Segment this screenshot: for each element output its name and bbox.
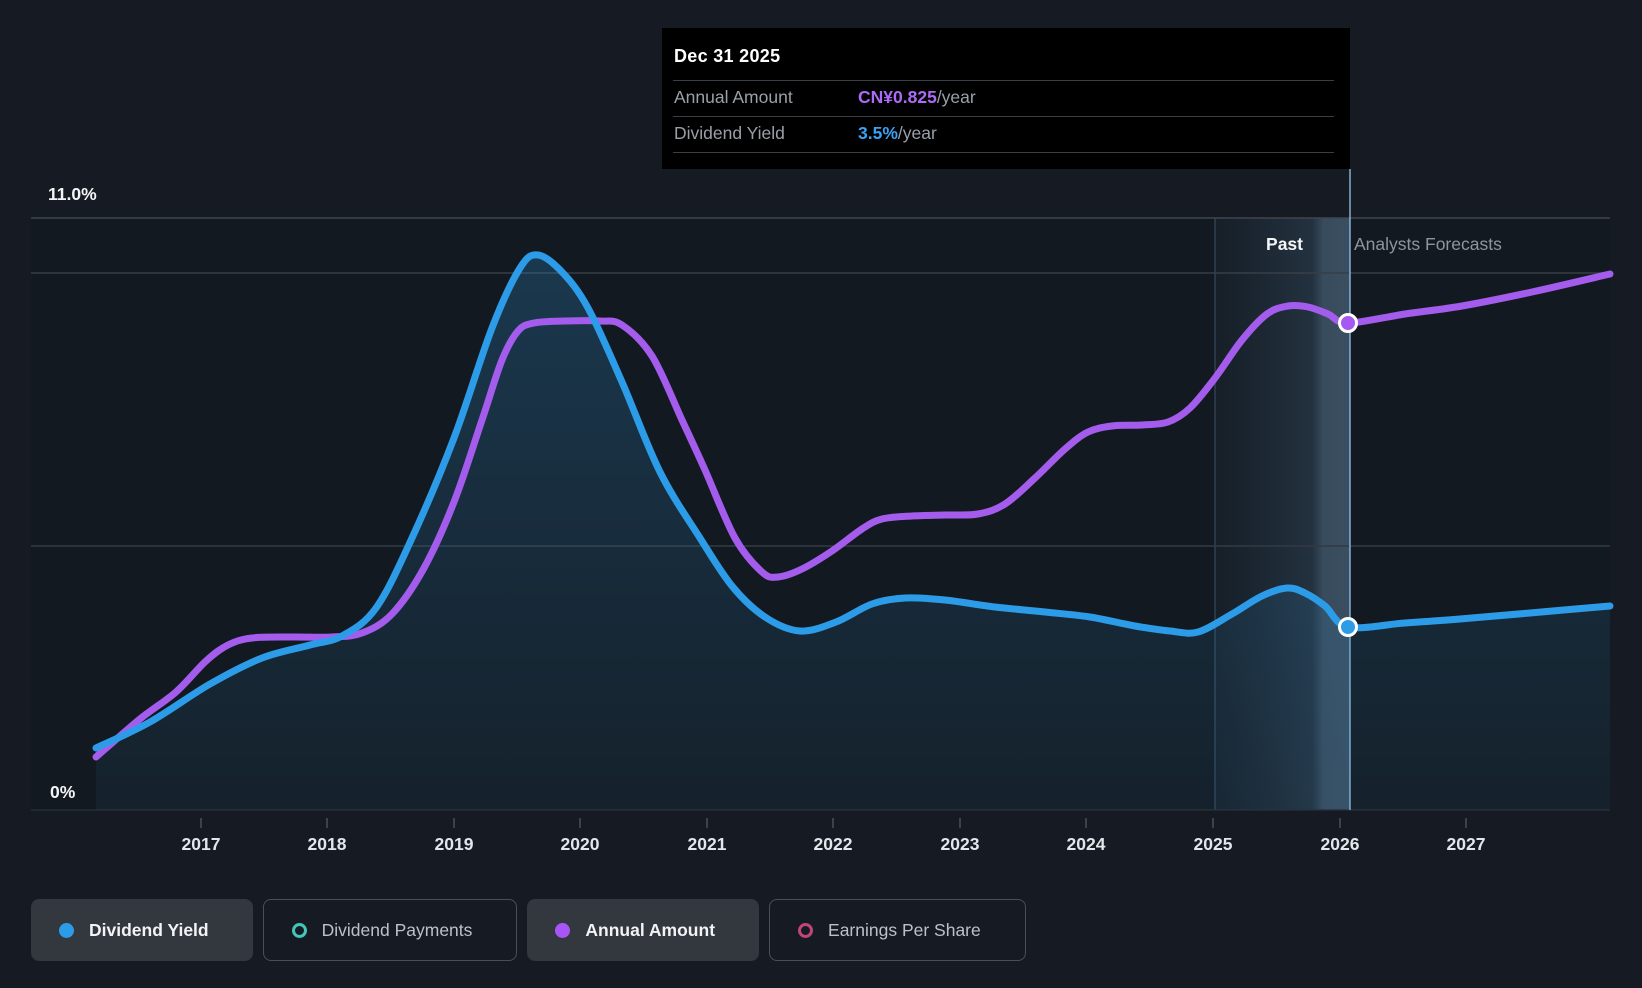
legend-dividend-yield-label: Dividend Yield xyxy=(89,919,209,940)
past-section-label: Past xyxy=(1266,234,1303,254)
y-axis-max-label: 11.0% xyxy=(48,184,97,204)
legend-earnings-per-share-button[interactable]: Earnings Per Share xyxy=(769,899,1026,961)
x-axis-label-2026: 2026 xyxy=(1320,834,1360,854)
legend-dividend-yield-button[interactable]: Dividend Yield xyxy=(31,899,253,961)
dividend-yield-curve xyxy=(92,251,1614,752)
tooltip-dividend-yield-value: 3.5%/year xyxy=(858,123,937,143)
x-axis-label-2019: 2019 xyxy=(434,834,474,854)
tooltip-date: Dec 31 2025 xyxy=(674,46,781,66)
x-axis-label-2018: 2018 xyxy=(307,834,347,854)
tooltip-annual-amount-label: Annual Amount xyxy=(674,87,793,107)
annual-amount-marker-dot[interactable] xyxy=(1338,313,1358,333)
x-axis-label-2022: 2022 xyxy=(813,834,853,854)
legend-earnings-per-share-label: Earnings Per Share xyxy=(828,919,981,940)
annual-amount-dot-icon xyxy=(555,922,571,938)
tooltip-divider xyxy=(673,80,1334,81)
x-axis-label-2023: 2023 xyxy=(940,834,980,854)
tooltip-dividend-yield-label: Dividend Yield xyxy=(674,123,785,143)
x-axis-label-2017: 2017 xyxy=(181,834,221,854)
x-axis-label-2020: 2020 xyxy=(560,834,600,854)
x-axis-ticks xyxy=(200,818,1467,828)
legend-dividend-payments-label: Dividend Payments xyxy=(321,919,473,940)
dividend-yield-area-fill xyxy=(96,254,1610,811)
chart-tooltip: Dec 31 2025 Annual Amount CN¥0.825/year … xyxy=(662,28,1350,169)
tooltip-divider xyxy=(673,116,1334,117)
dividend-yield-dot-icon xyxy=(59,922,74,938)
x-axis-label-2024: 2024 xyxy=(1066,834,1106,854)
x-axis-label-2021: 2021 xyxy=(687,834,727,854)
legend-annual-amount-button[interactable]: Annual Amount xyxy=(527,899,760,961)
tooltip-annual-amount-value: CN¥0.825/year xyxy=(858,87,976,107)
x-axis: 2017 2018 2019 2020 2021 2022 2023 2024 2025 2026… xyxy=(0,834,1642,858)
earnings-per-share-ring-icon xyxy=(798,922,814,938)
y-axis-zero-label: 0% xyxy=(50,782,76,802)
x-axis-label-2025: 2025 xyxy=(1193,834,1233,854)
legend-annual-amount-label: Annual Amount xyxy=(585,919,716,940)
dividend-payments-ring-icon xyxy=(291,922,307,938)
tooltip-divider xyxy=(673,152,1334,153)
annual-amount-curve xyxy=(92,270,1614,761)
x-axis-label-2027: 2027 xyxy=(1446,834,1486,854)
analysts-forecasts-section-label: Analysts Forecasts xyxy=(1354,234,1502,254)
dividend-yield-marker-dot[interactable] xyxy=(1338,617,1358,637)
legend-dividend-payments-button[interactable]: Dividend Payments xyxy=(262,899,518,961)
chart-legend: Dividend Yield Dividend Payments Annual … xyxy=(31,899,1026,961)
